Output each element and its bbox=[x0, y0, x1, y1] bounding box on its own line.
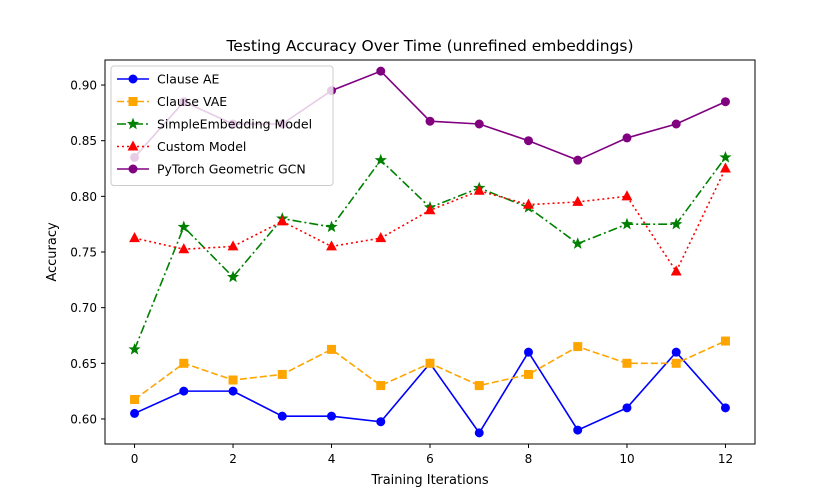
chart-title: Testing Accuracy Over Time (unrefined em… bbox=[225, 37, 633, 55]
x-tick-label: 8 bbox=[525, 452, 533, 466]
data-point bbox=[327, 344, 337, 354]
x-axis: 0 2 4 6 8 10 12 bbox=[131, 444, 733, 466]
data-point bbox=[376, 66, 386, 76]
x-tick-label: 2 bbox=[229, 452, 237, 466]
data-point bbox=[671, 358, 681, 368]
x-tick-label: 10 bbox=[619, 452, 634, 466]
x-tick-label: 4 bbox=[328, 452, 336, 466]
data-point bbox=[179, 358, 189, 368]
data-point bbox=[474, 428, 484, 438]
legend-item: PyTorch Geometric GCN bbox=[117, 162, 306, 177]
x-tick-label: 0 bbox=[131, 452, 139, 466]
x-tick-label: 6 bbox=[426, 452, 434, 466]
data-point bbox=[474, 119, 484, 129]
data-point bbox=[277, 411, 287, 421]
data-point bbox=[226, 270, 240, 283]
legend-label: Clause VAE bbox=[157, 94, 227, 109]
data-point bbox=[327, 411, 337, 421]
data-point bbox=[276, 215, 288, 226]
data-point bbox=[670, 265, 682, 276]
data-point bbox=[474, 381, 484, 391]
y-tick-label: 0.90 bbox=[70, 79, 97, 93]
data-point bbox=[720, 336, 730, 346]
data-point bbox=[621, 190, 633, 201]
legend-box bbox=[110, 65, 334, 186]
data-point bbox=[622, 358, 632, 368]
x-axis-label: Training Iterations bbox=[370, 473, 489, 488]
legend-marker bbox=[128, 74, 138, 84]
y-tick-label: 0.70 bbox=[70, 301, 97, 315]
data-point bbox=[228, 386, 238, 396]
data-point bbox=[326, 240, 337, 251]
y-axis: 0.60 0.65 0.70 0.75 0.80 0.85 0.90 bbox=[70, 79, 105, 426]
data-point bbox=[720, 97, 730, 107]
data-point bbox=[523, 347, 533, 357]
data-point bbox=[376, 381, 386, 391]
data-point bbox=[227, 240, 239, 251]
legend-marker bbox=[126, 117, 140, 130]
x-tick-label: 12 bbox=[718, 452, 733, 466]
legend-item: SimpleEmbedding Model bbox=[117, 117, 312, 132]
data-point bbox=[424, 204, 436, 215]
data-point bbox=[571, 237, 584, 249]
y-tick-label: 0.65 bbox=[70, 357, 97, 371]
data-point bbox=[178, 243, 190, 254]
data-point bbox=[325, 220, 338, 233]
data-point bbox=[128, 342, 141, 355]
series-custom-model bbox=[129, 162, 731, 276]
data-point bbox=[671, 347, 681, 357]
legend-label: PyTorch Geometric GCN bbox=[157, 162, 306, 177]
data-point bbox=[523, 136, 533, 146]
data-point bbox=[719, 150, 732, 163]
data-point bbox=[622, 403, 632, 413]
y-tick-label: 0.60 bbox=[70, 412, 97, 426]
legend: Clause AE Clause VAE SimpleEmbedding Model… bbox=[110, 65, 334, 186]
data-point bbox=[523, 369, 533, 379]
data-point bbox=[425, 116, 435, 126]
data-point bbox=[130, 394, 140, 404]
data-point bbox=[573, 155, 583, 165]
data-point bbox=[376, 417, 386, 427]
data-point bbox=[670, 217, 683, 230]
y-axis-label: Accuracy bbox=[45, 222, 60, 282]
data-point bbox=[573, 425, 583, 435]
data-point bbox=[720, 162, 731, 173]
legend-item: Custom Model bbox=[117, 139, 246, 154]
legend-label: Clause AE bbox=[157, 72, 220, 87]
legend-marker bbox=[128, 97, 138, 106]
data-point bbox=[523, 198, 534, 209]
data-point bbox=[720, 403, 730, 413]
data-point bbox=[622, 133, 632, 143]
data-point bbox=[130, 408, 140, 418]
data-point bbox=[375, 232, 387, 243]
data-point bbox=[179, 386, 189, 396]
y-tick-label: 0.85 bbox=[70, 134, 97, 148]
legend-item: Clause VAE bbox=[117, 94, 227, 109]
data-point bbox=[228, 375, 238, 385]
data-point bbox=[473, 184, 485, 195]
data-point bbox=[425, 358, 435, 368]
legend-marker bbox=[128, 164, 138, 174]
y-tick-label: 0.75 bbox=[70, 246, 97, 260]
data-point bbox=[277, 369, 287, 379]
legend-marker bbox=[127, 140, 139, 151]
series-clause-vae bbox=[130, 336, 730, 404]
data-point bbox=[177, 220, 190, 233]
data-point bbox=[620, 217, 634, 230]
data-point bbox=[572, 195, 584, 206]
data-point bbox=[374, 153, 387, 166]
data-point bbox=[671, 119, 681, 129]
data-point bbox=[573, 342, 583, 352]
legend-label: SimpleEmbedding Model bbox=[157, 117, 312, 132]
legend-label: Custom Model bbox=[157, 139, 246, 154]
y-tick-label: 0.80 bbox=[70, 190, 97, 204]
legend-item: Clause AE bbox=[117, 72, 220, 87]
data-point bbox=[129, 232, 140, 243]
